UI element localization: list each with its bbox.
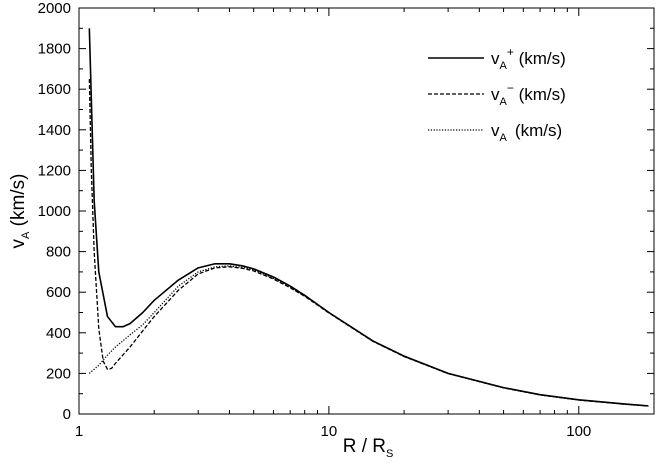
axis-ticks [78, 7, 655, 415]
series-lines [88, 28, 649, 407]
y-axis-title: vA (km/s) [8, 174, 32, 249]
x-axis-title: R / RS [343, 436, 394, 460]
y-tick-label: 0 [63, 406, 71, 423]
y-axis-title-unit: (km/s) [8, 174, 29, 232]
legend-label-3: vA (km/s) [491, 117, 562, 144]
y-axis-title-main: v [8, 238, 29, 248]
legend-label-1: vA+ (km/s) [491, 45, 566, 72]
y-tick-label: 800 [46, 244, 71, 261]
x-axis-title-sub: S [386, 448, 393, 460]
series-line-3 [88, 265, 649, 407]
y-axis-title-sub: A [20, 231, 32, 239]
x-axis-title-main: R / R [343, 436, 386, 457]
y-tick-label: 1600 [38, 81, 71, 98]
y-tick-label: 2000 [38, 0, 71, 17]
x-tick-label: 10 [321, 423, 338, 440]
y-tick-label: 400 [46, 325, 71, 342]
y-tick-label: 1200 [38, 162, 71, 179]
series-line-2 [88, 79, 649, 407]
y-tick-label: 200 [46, 365, 71, 382]
y-tick-label: 600 [46, 284, 71, 301]
x-tick-label: 100 [566, 423, 591, 440]
y-tick-label: 1800 [38, 41, 71, 58]
plot-frame [78, 7, 655, 415]
tick-labels: 0 200 400 600 800 1000 1200 1400 1600 1800 2000 1 10… [38, 0, 592, 440]
y-tick-label: 1000 [38, 203, 71, 220]
x-tick-label: 1 [75, 423, 83, 440]
legend-label-2: vA− (km/s) [491, 81, 566, 108]
y-tick-label: 1400 [38, 122, 71, 139]
legend: vA+ (km/s) vA− (km/s) vA (km/s) [428, 45, 566, 144]
